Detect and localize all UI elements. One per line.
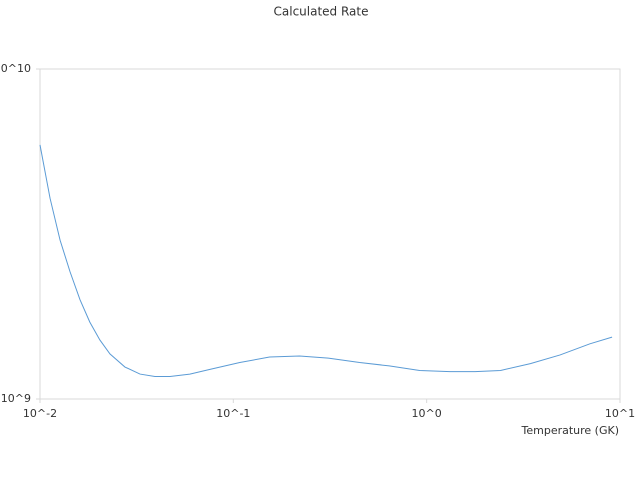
line-series — [39, 144, 613, 377]
x-axis-label: Temperature (GK) — [521, 424, 620, 437]
plot-frame — [39, 68, 621, 400]
chart-title: Calculated Rate — [274, 5, 369, 19]
x-tick-label: 10^-1 — [216, 407, 250, 420]
x-tick-label: 10^0 — [412, 407, 442, 420]
y-tick-label: 10^10 — [0, 62, 31, 75]
x-tick-label: 10^1 — [605, 407, 635, 420]
y-tick-label: 10^9 — [1, 392, 31, 405]
x-tick-label: 10^-2 — [23, 407, 57, 420]
